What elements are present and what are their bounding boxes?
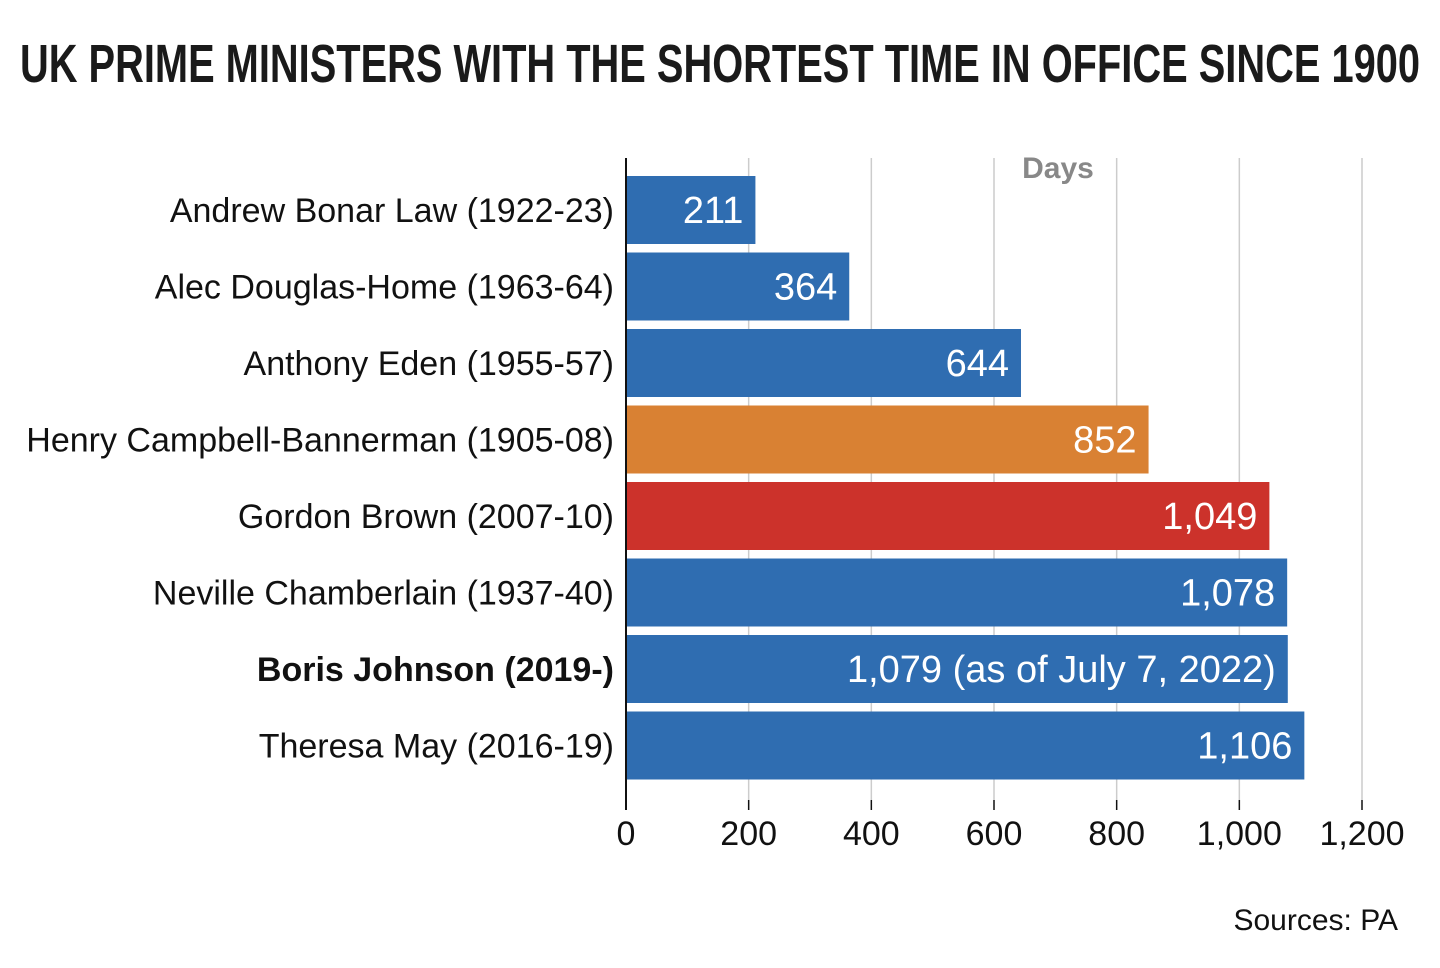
bar-value-label: 364 [774, 267, 837, 309]
x-axis-ticks: 0 200 400 600 800 1,000 1,200 [617, 800, 1405, 853]
x-tick-label: 0 [617, 815, 636, 853]
category-label: Theresa May (2016-19) [259, 728, 614, 766]
bar [626, 635, 1288, 703]
category-label: Anthony Eden (1955-57) [244, 345, 614, 383]
category-label: Boris Johnson (2019-) [257, 651, 614, 689]
category-label: Gordon Brown (2007-10) [238, 498, 614, 536]
category-label: Andrew Bonar Law (1922-23) [170, 192, 614, 230]
bar [626, 252, 850, 321]
bar [626, 329, 1021, 397]
x-tick-label: 200 [720, 815, 777, 853]
category-label: Alec Douglas-Home (1963-64) [155, 269, 614, 307]
x-tick-label: 400 [843, 815, 900, 853]
bar [626, 711, 1305, 780]
category-labels: Andrew Bonar Law (1922-23) Alec Douglas-H… [26, 192, 614, 766]
bar [626, 176, 756, 244]
category-label: Neville Chamberlain (1937-40) [153, 575, 614, 613]
x-tick-label: 1,000 [1197, 815, 1282, 853]
unit-label: Days [1022, 152, 1094, 185]
bar [626, 558, 1288, 627]
chart-title: UK PRIME MINISTERS WITH THE SHORTEST TIM… [20, 34, 1420, 94]
bar-value-label: 1,078 [1180, 573, 1275, 615]
bar [626, 482, 1270, 550]
x-tick-label: 800 [1088, 815, 1145, 853]
bar-value-label: 211 [683, 190, 744, 232]
x-tick-label: 1,200 [1319, 815, 1404, 853]
bar-value-label: 644 [946, 343, 1009, 385]
bar-value-label: 1,049 [1162, 496, 1257, 538]
source-note: Sources: PA [1233, 904, 1398, 937]
category-label: Henry Campbell-Bannerman (1905-08) [26, 422, 614, 460]
x-tick-label: 600 [966, 815, 1023, 853]
bar-value-label: 852 [1073, 420, 1136, 462]
bar [626, 405, 1149, 474]
bar-value-label: 1,106 [1197, 726, 1292, 768]
bar-value-label: 1,079 (as of July 7, 2022) [847, 649, 1276, 691]
bars: 211 364 644 852 1,049 1,078 1,079 (as of July … [626, 176, 1305, 780]
